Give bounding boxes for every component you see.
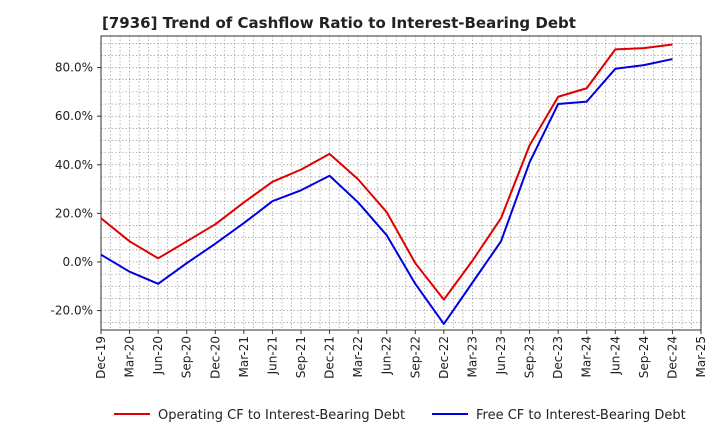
x-tick-label: Sep-23 bbox=[523, 336, 537, 378]
series-line-free-cf bbox=[100, 58, 673, 325]
series-line-operating-cf bbox=[100, 43, 673, 301]
x-tick-label: Mar-22 bbox=[351, 336, 365, 377]
x-tick-label: Sep-24 bbox=[637, 336, 651, 378]
x-tick-label: Jun-22 bbox=[380, 336, 394, 375]
x-tick-label: Dec-24 bbox=[665, 336, 679, 379]
x-tick-label: Jun-24 bbox=[608, 336, 622, 375]
y-tick-label: -20.0% bbox=[51, 304, 93, 318]
y-tick-label: 60.0% bbox=[55, 109, 93, 123]
plot-area bbox=[101, 36, 701, 330]
x-tick-label: Dec-19 bbox=[94, 336, 108, 379]
x-tick-label: Dec-23 bbox=[551, 336, 565, 379]
y-tick-label: 80.0% bbox=[55, 61, 93, 75]
y-tick-label: 40.0% bbox=[55, 158, 93, 172]
x-tick-label: Dec-22 bbox=[437, 336, 451, 379]
plot-frame bbox=[100, 35, 702, 331]
x-tick-label: Mar-25 bbox=[694, 336, 708, 377]
x-tick-label: Jun-21 bbox=[265, 336, 279, 375]
x-tick-label: Sep-21 bbox=[294, 336, 308, 378]
y-tick-label: 0.0% bbox=[63, 255, 94, 269]
chart-title: [7936] Trend of Cashflow Ratio to Intere… bbox=[102, 14, 576, 32]
y-tick-label: 20.0% bbox=[55, 206, 93, 220]
x-tick-label: Mar-23 bbox=[465, 336, 479, 377]
x-tick-label: Dec-20 bbox=[208, 336, 222, 379]
x-tick-label: Sep-20 bbox=[180, 336, 194, 378]
x-tick-label: Sep-22 bbox=[408, 336, 422, 378]
x-tick-label: Mar-20 bbox=[123, 336, 137, 377]
x-tick-label: Jun-20 bbox=[151, 336, 165, 375]
x-tick-label: Jun-23 bbox=[494, 336, 508, 375]
x-tick-label: Dec-21 bbox=[323, 336, 337, 379]
legend-label-operating-cf: Operating CF to Interest-Bearing Debt bbox=[158, 408, 405, 423]
legend-label-free-cf: Free CF to Interest-Bearing Debt bbox=[476, 408, 686, 423]
x-tick-label: Mar-21 bbox=[237, 336, 251, 377]
x-tick-label: Mar-24 bbox=[580, 336, 594, 377]
